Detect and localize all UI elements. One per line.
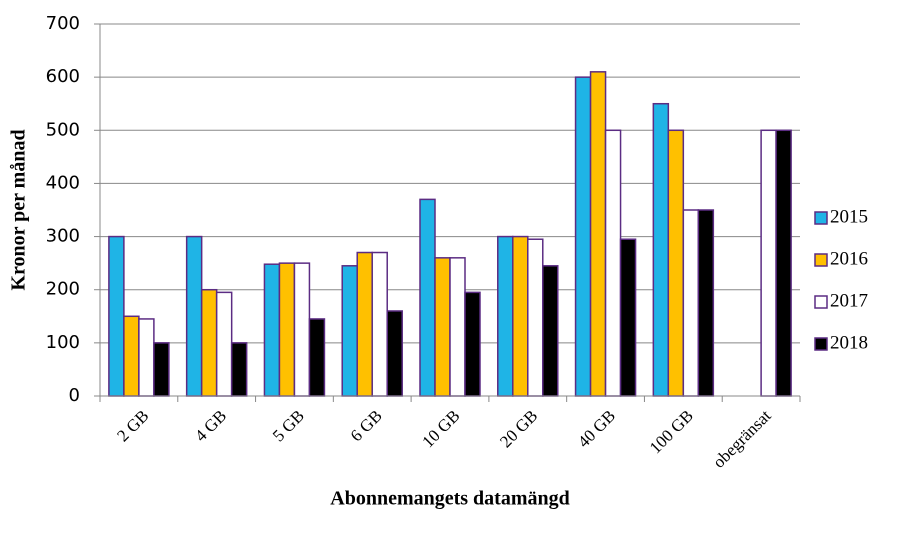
- bar: [371, 251, 388, 397]
- bar: [356, 251, 373, 397]
- x-tick-label: 5 GB: [269, 406, 308, 445]
- x-tick-label: obegränsat: [709, 406, 775, 472]
- bar: [108, 235, 125, 397]
- legend-swatch: [814, 337, 828, 351]
- y-tick-label: 600: [46, 66, 80, 87]
- bar: [449, 257, 466, 397]
- legend-swatch: [814, 253, 828, 267]
- bar: [386, 310, 403, 397]
- legend-swatch: [814, 295, 828, 309]
- bar: [230, 342, 248, 397]
- bar: [697, 209, 715, 397]
- bar: [293, 262, 311, 397]
- legend-label: 2017: [830, 290, 868, 311]
- bar: [215, 291, 233, 397]
- y-tick-label: 400: [46, 172, 80, 193]
- y-tick-label: 300: [46, 226, 80, 247]
- legend-label: 2016: [830, 248, 868, 269]
- x-tick-label: 100 GB: [646, 406, 697, 457]
- bar: [667, 129, 685, 397]
- bar: [589, 71, 607, 397]
- y-tick-label: 500: [46, 119, 80, 140]
- y-tick-label: 100: [46, 332, 80, 353]
- bar: [527, 238, 544, 397]
- bar: [341, 265, 358, 397]
- bar: [604, 129, 622, 397]
- bar: [419, 198, 436, 397]
- x-tick-label: 20 GB: [496, 406, 541, 451]
- legend-label: 2015: [830, 206, 868, 227]
- bar: [760, 129, 777, 397]
- bar: [775, 129, 792, 397]
- bar: [464, 291, 481, 397]
- bar: [308, 318, 326, 397]
- x-axis-title: Abonnemangets datamängd: [330, 488, 569, 510]
- bar: [153, 342, 170, 397]
- x-tick-label: 2 GB: [113, 406, 152, 445]
- bar: [123, 315, 140, 397]
- x-tick-label: 40 GB: [574, 406, 619, 451]
- x-tick-label: 10 GB: [418, 406, 463, 451]
- x-tick-label: 6 GB: [347, 406, 386, 445]
- bar: [185, 235, 203, 397]
- bar: [138, 318, 155, 397]
- x-tick-label: 4 GB: [191, 406, 230, 445]
- bar: [497, 235, 514, 397]
- legend-swatch: [814, 211, 828, 225]
- bar: [652, 102, 670, 397]
- bar: [278, 262, 296, 397]
- y-tick-label: 700: [46, 13, 80, 34]
- bar: [542, 265, 559, 397]
- bar: [263, 263, 281, 397]
- y-tick-label: 0: [69, 385, 80, 406]
- bar: [434, 257, 451, 397]
- bar: [574, 76, 592, 397]
- bar: [512, 235, 529, 397]
- bar: [200, 288, 218, 397]
- y-tick-label: 200: [46, 279, 80, 300]
- bar: [682, 209, 700, 397]
- legend-label: 2018: [830, 332, 868, 353]
- y-axis-title: Kronor per månad: [8, 129, 30, 290]
- bar: [619, 238, 637, 397]
